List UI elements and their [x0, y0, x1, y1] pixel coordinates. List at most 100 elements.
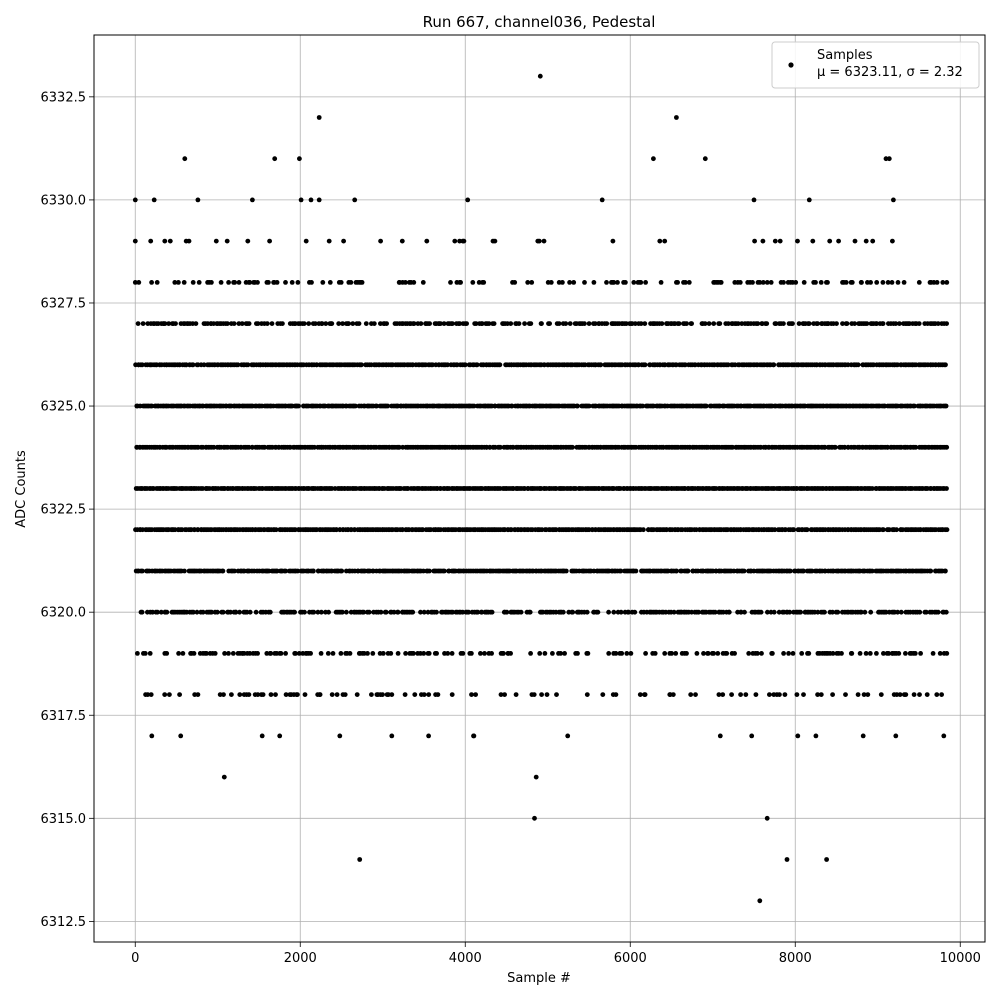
- scatter-point: [852, 238, 858, 244]
- scatter-point: [384, 321, 389, 326]
- scatter-point: [155, 609, 160, 615]
- scatter-point: [592, 321, 598, 326]
- scatter-point: [895, 280, 901, 285]
- scatter-point: [308, 651, 313, 656]
- scatter-point: [173, 321, 178, 326]
- scatter-point: [231, 321, 237, 326]
- scatter-point: [469, 692, 474, 697]
- scatter-point: [229, 692, 234, 697]
- scatter-point: [336, 321, 342, 326]
- scatter-point: [469, 651, 474, 656]
- scatter-point: [363, 321, 369, 326]
- scatter-point: [474, 362, 480, 368]
- scatter-point: [411, 651, 416, 656]
- scatter-point: [898, 609, 904, 615]
- scatter-point: [267, 238, 272, 244]
- scatter-point: [943, 568, 948, 574]
- scatter-point: [340, 609, 345, 615]
- scatter-point: [344, 609, 349, 615]
- scatter-point: [532, 815, 537, 821]
- scatter-point: [702, 156, 708, 162]
- scatter-point: [215, 609, 220, 615]
- scatter-point: [531, 692, 537, 697]
- scatter-point: [674, 568, 679, 574]
- scatter-point: [247, 280, 253, 285]
- scatter-point: [818, 692, 824, 697]
- scatter-point: [591, 280, 597, 285]
- scatter-point: [575, 403, 580, 409]
- scatter-point: [476, 280, 482, 285]
- scatter-point: [886, 156, 892, 162]
- scatter-point: [813, 280, 818, 285]
- scatter-points-layer: [132, 73, 950, 904]
- scatter-point: [292, 609, 297, 615]
- scatter-point: [944, 651, 950, 656]
- scatter-point: [781, 321, 786, 326]
- scatter-point: [311, 568, 316, 574]
- scatter-point: [359, 362, 364, 368]
- legend-label-series: Samples: [817, 48, 873, 63]
- scatter-point: [943, 609, 949, 615]
- scatter-point: [420, 280, 426, 285]
- scatter-point: [142, 651, 148, 656]
- scatter-point: [190, 280, 196, 285]
- scatter-point: [675, 280, 680, 285]
- scatter-point: [420, 527, 426, 533]
- scatter-point: [795, 238, 800, 244]
- scatter-point: [273, 527, 279, 533]
- scatter-point: [389, 692, 395, 697]
- y-tick-label: 6332.5: [41, 90, 87, 105]
- scatter-point: [891, 197, 896, 203]
- scatter-point: [182, 568, 187, 574]
- scatter-point: [706, 321, 712, 326]
- scatter-point: [869, 568, 875, 574]
- scatter-point: [670, 692, 676, 697]
- scatter-point: [458, 280, 463, 285]
- scatter-point: [801, 692, 806, 697]
- scatter-point: [359, 280, 365, 285]
- scatter-point: [791, 527, 797, 533]
- scatter-point: [346, 321, 351, 326]
- scatter-point: [135, 321, 141, 326]
- scatter-point: [325, 651, 331, 656]
- scatter-point: [445, 362, 450, 368]
- scatter-point: [370, 651, 376, 656]
- scatter-point: [688, 692, 694, 697]
- scatter-point: [180, 651, 186, 656]
- scatter-point: [890, 238, 895, 244]
- scatter-point: [378, 321, 383, 326]
- scatter-point: [801, 280, 807, 285]
- scatter-point: [411, 321, 417, 326]
- scatter-point: [944, 444, 950, 450]
- scatter-point: [489, 651, 494, 656]
- scatter-point: [164, 609, 170, 615]
- scatter-point: [460, 651, 466, 656]
- scatter-point: [475, 609, 481, 615]
- scatter-point: [764, 815, 770, 821]
- scatter-point: [246, 321, 252, 326]
- scatter-point: [312, 444, 317, 450]
- scatter-point: [567, 321, 573, 326]
- scatter-point: [245, 238, 251, 244]
- scatter-point: [935, 609, 941, 615]
- scatter-point: [209, 280, 214, 285]
- scatter-point: [798, 609, 803, 615]
- scatter-point: [693, 692, 698, 697]
- scatter-point: [357, 857, 363, 862]
- scatter-point: [315, 609, 321, 615]
- scatter-point: [731, 568, 737, 574]
- scatter-point: [725, 321, 731, 326]
- legend-label-stats: μ = 6323.11, σ = 2.32: [817, 65, 963, 80]
- scatter-point: [741, 568, 747, 574]
- scatter-point: [752, 238, 757, 244]
- scatter-point: [944, 280, 950, 285]
- scatter-point: [395, 651, 401, 656]
- scatter-point: [836, 238, 841, 244]
- scatter-point: [912, 651, 918, 656]
- scatter-point: [825, 280, 830, 285]
- scatter-point: [418, 321, 424, 326]
- scatter-point: [479, 321, 485, 326]
- scatter-point: [441, 568, 447, 574]
- scatter-point: [190, 362, 196, 368]
